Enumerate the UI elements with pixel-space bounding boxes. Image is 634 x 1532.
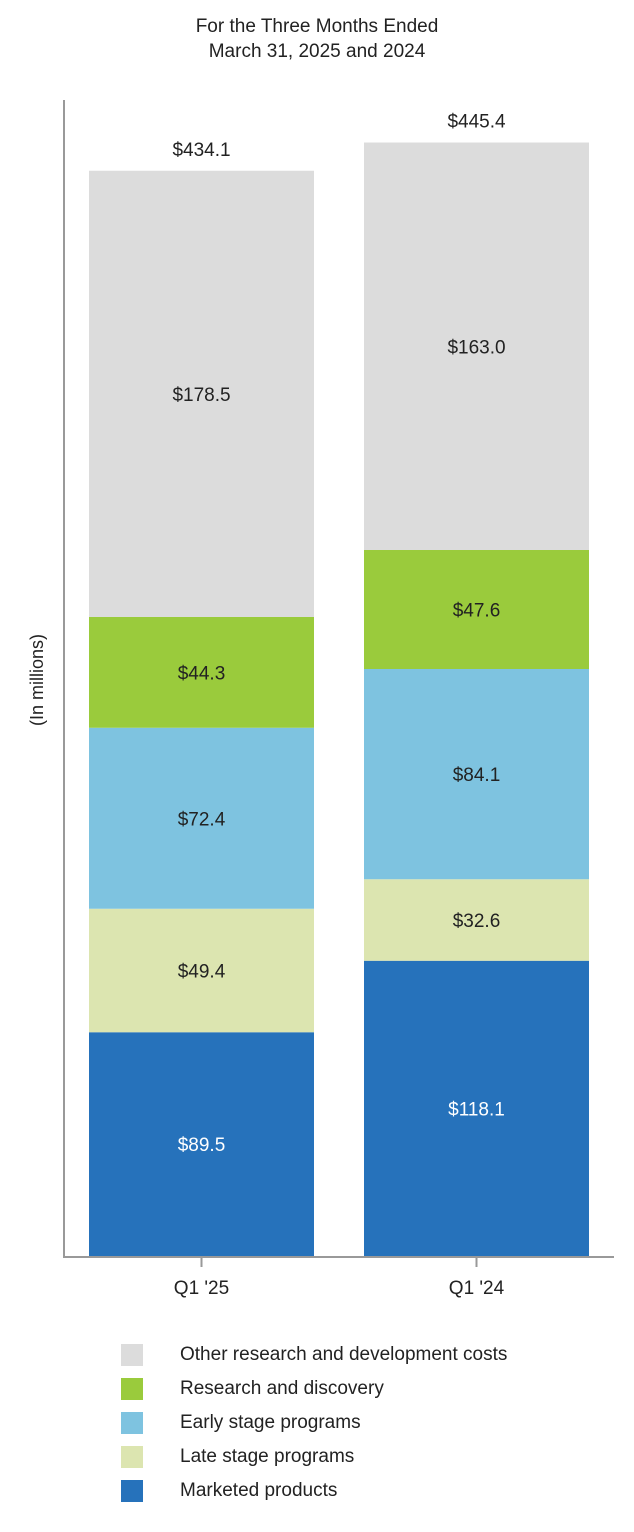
- bar-segment-other-research-and-development-costs-0: [89, 170, 314, 617]
- legend-swatch: [121, 1378, 143, 1400]
- legend: Other research and development costs Rese…: [121, 1338, 507, 1508]
- stacked-bar-chart: $89.5 $49.4 $72.4 $44.3 $178.5 $434.1 $118.1 $3…: [27, 100, 614, 1299]
- bar-segment-research-and-discovery-1: [364, 550, 589, 669]
- segment-value-label: $44.3: [178, 663, 226, 684]
- x-ticks-layer: Q1 '25 Q1 '24: [174, 1257, 505, 1299]
- legend-item: Late stage programs: [121, 1440, 354, 1474]
- bar-segment-early-stage-programs-0: [89, 727, 314, 909]
- bar-segment-marketed-products-0: [89, 1032, 314, 1256]
- chart-title-line-2: March 31, 2025 and 2024: [208, 41, 426, 62]
- bar-segment-late-stage-programs-0: [89, 908, 314, 1033]
- chart-title: For the Three Months Ended March 31, 202…: [0, 14, 634, 64]
- legend-item: Other research and development costs: [121, 1338, 507, 1372]
- x-tick-label: Q1 '25: [174, 1278, 229, 1299]
- bar-segment-other-research-and-development-costs-1: [364, 142, 589, 550]
- segment-value-label: $118.1: [448, 1099, 505, 1120]
- legend-item: Marketed products: [121, 1474, 337, 1508]
- legend-label: Other research and development costs: [180, 1344, 508, 1365]
- x-tick-label: Q1 '24: [449, 1278, 505, 1299]
- bar-segment-marketed-products-1: [364, 960, 589, 1256]
- bar-total-label: $445.4: [447, 112, 506, 133]
- segment-value-label: $47.6: [453, 601, 501, 622]
- bars-layer: [89, 142, 589, 1256]
- legend-swatch: [121, 1480, 143, 1502]
- legend-swatch: [121, 1344, 143, 1366]
- segment-value-label: $72.4: [178, 809, 226, 830]
- segment-value-label: $178.5: [172, 385, 230, 406]
- segment-value-label: $89.5: [178, 1135, 226, 1156]
- chart-title-line-1: For the Three Months Ended: [195, 16, 439, 37]
- legend-label: Late stage programs: [180, 1446, 355, 1467]
- legend-label: Research and discovery: [180, 1378, 384, 1399]
- legend-swatch: [121, 1412, 143, 1434]
- legend-item: Research and discovery: [121, 1372, 384, 1406]
- segment-value-label: $84.1: [453, 765, 501, 786]
- legend-label: Early stage programs: [180, 1412, 361, 1433]
- segment-value-label: $32.6: [453, 911, 501, 932]
- bar-segment-early-stage-programs-1: [364, 669, 589, 880]
- labels-layer: $89.5 $49.4 $72.4 $44.3 $178.5 $434.1 $118.1 $3…: [172, 112, 506, 1157]
- legend-label: Marketed products: [180, 1480, 338, 1501]
- segment-value-label: $49.4: [178, 962, 226, 983]
- bar-total-label: $434.1: [172, 140, 230, 161]
- y-axis-label: (In millions): [27, 634, 47, 726]
- bar-segment-research-and-discovery-0: [89, 617, 314, 728]
- legend-item: Early stage programs: [121, 1406, 361, 1440]
- bar-segment-late-stage-programs-1: [364, 879, 589, 961]
- segment-value-label: $163.0: [447, 337, 505, 358]
- legend-swatch: [121, 1446, 143, 1468]
